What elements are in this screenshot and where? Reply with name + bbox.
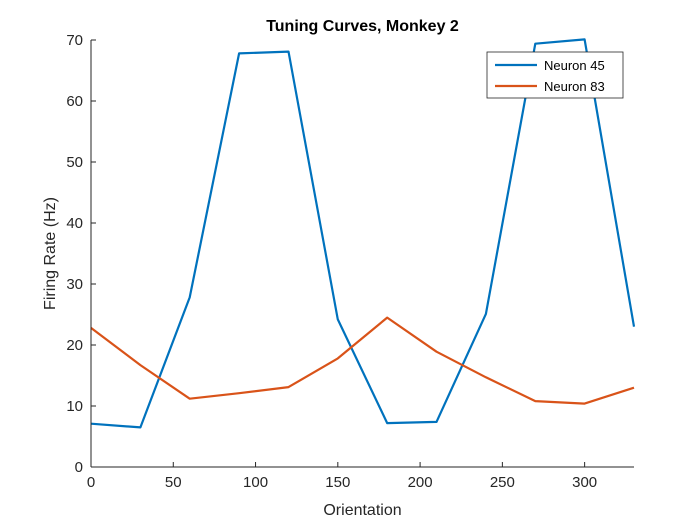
y-tick-label: 10 <box>66 398 83 415</box>
y-tick-label: 30 <box>66 276 83 293</box>
series-layer <box>90 38 636 429</box>
chart-title: Tuning Curves, Monkey 2 <box>266 18 459 35</box>
y-tick-label: 60 <box>66 93 83 110</box>
x-tick-label: 0 <box>87 474 95 491</box>
x-tick-label: 50 <box>165 474 182 491</box>
legend: Neuron 45 Neuron 83 <box>486 51 624 99</box>
y-tick-label: 0 <box>75 459 83 476</box>
legend-box <box>486 51 624 99</box>
y-axis-title: Firing Rate (Hz) <box>42 197 59 310</box>
plot-area <box>91 40 634 467</box>
series-line-2 <box>90 316 635 405</box>
y-tick-label: 70 <box>66 32 83 49</box>
legend-entry-label: Neuron 83 <box>544 79 605 94</box>
series-line-1 <box>90 38 636 429</box>
y-tick-label: 20 <box>66 337 83 354</box>
x-tick-label: 150 <box>325 474 350 491</box>
y-tick-label: 40 <box>66 215 83 232</box>
y-tick-label: 50 <box>66 154 83 171</box>
x-axis-title: Orientation <box>323 502 401 519</box>
axes-layer: 0 50 100 150 200 250 300 0 10 20 30 40 50 60 70 <box>66 32 634 491</box>
x-tick-label: 250 <box>490 474 515 491</box>
x-tick-label: 300 <box>572 474 597 491</box>
x-tick-label: 100 <box>243 474 268 491</box>
legend-entry-label: Neuron 45 <box>544 58 605 73</box>
x-tick-label: 200 <box>408 474 433 491</box>
